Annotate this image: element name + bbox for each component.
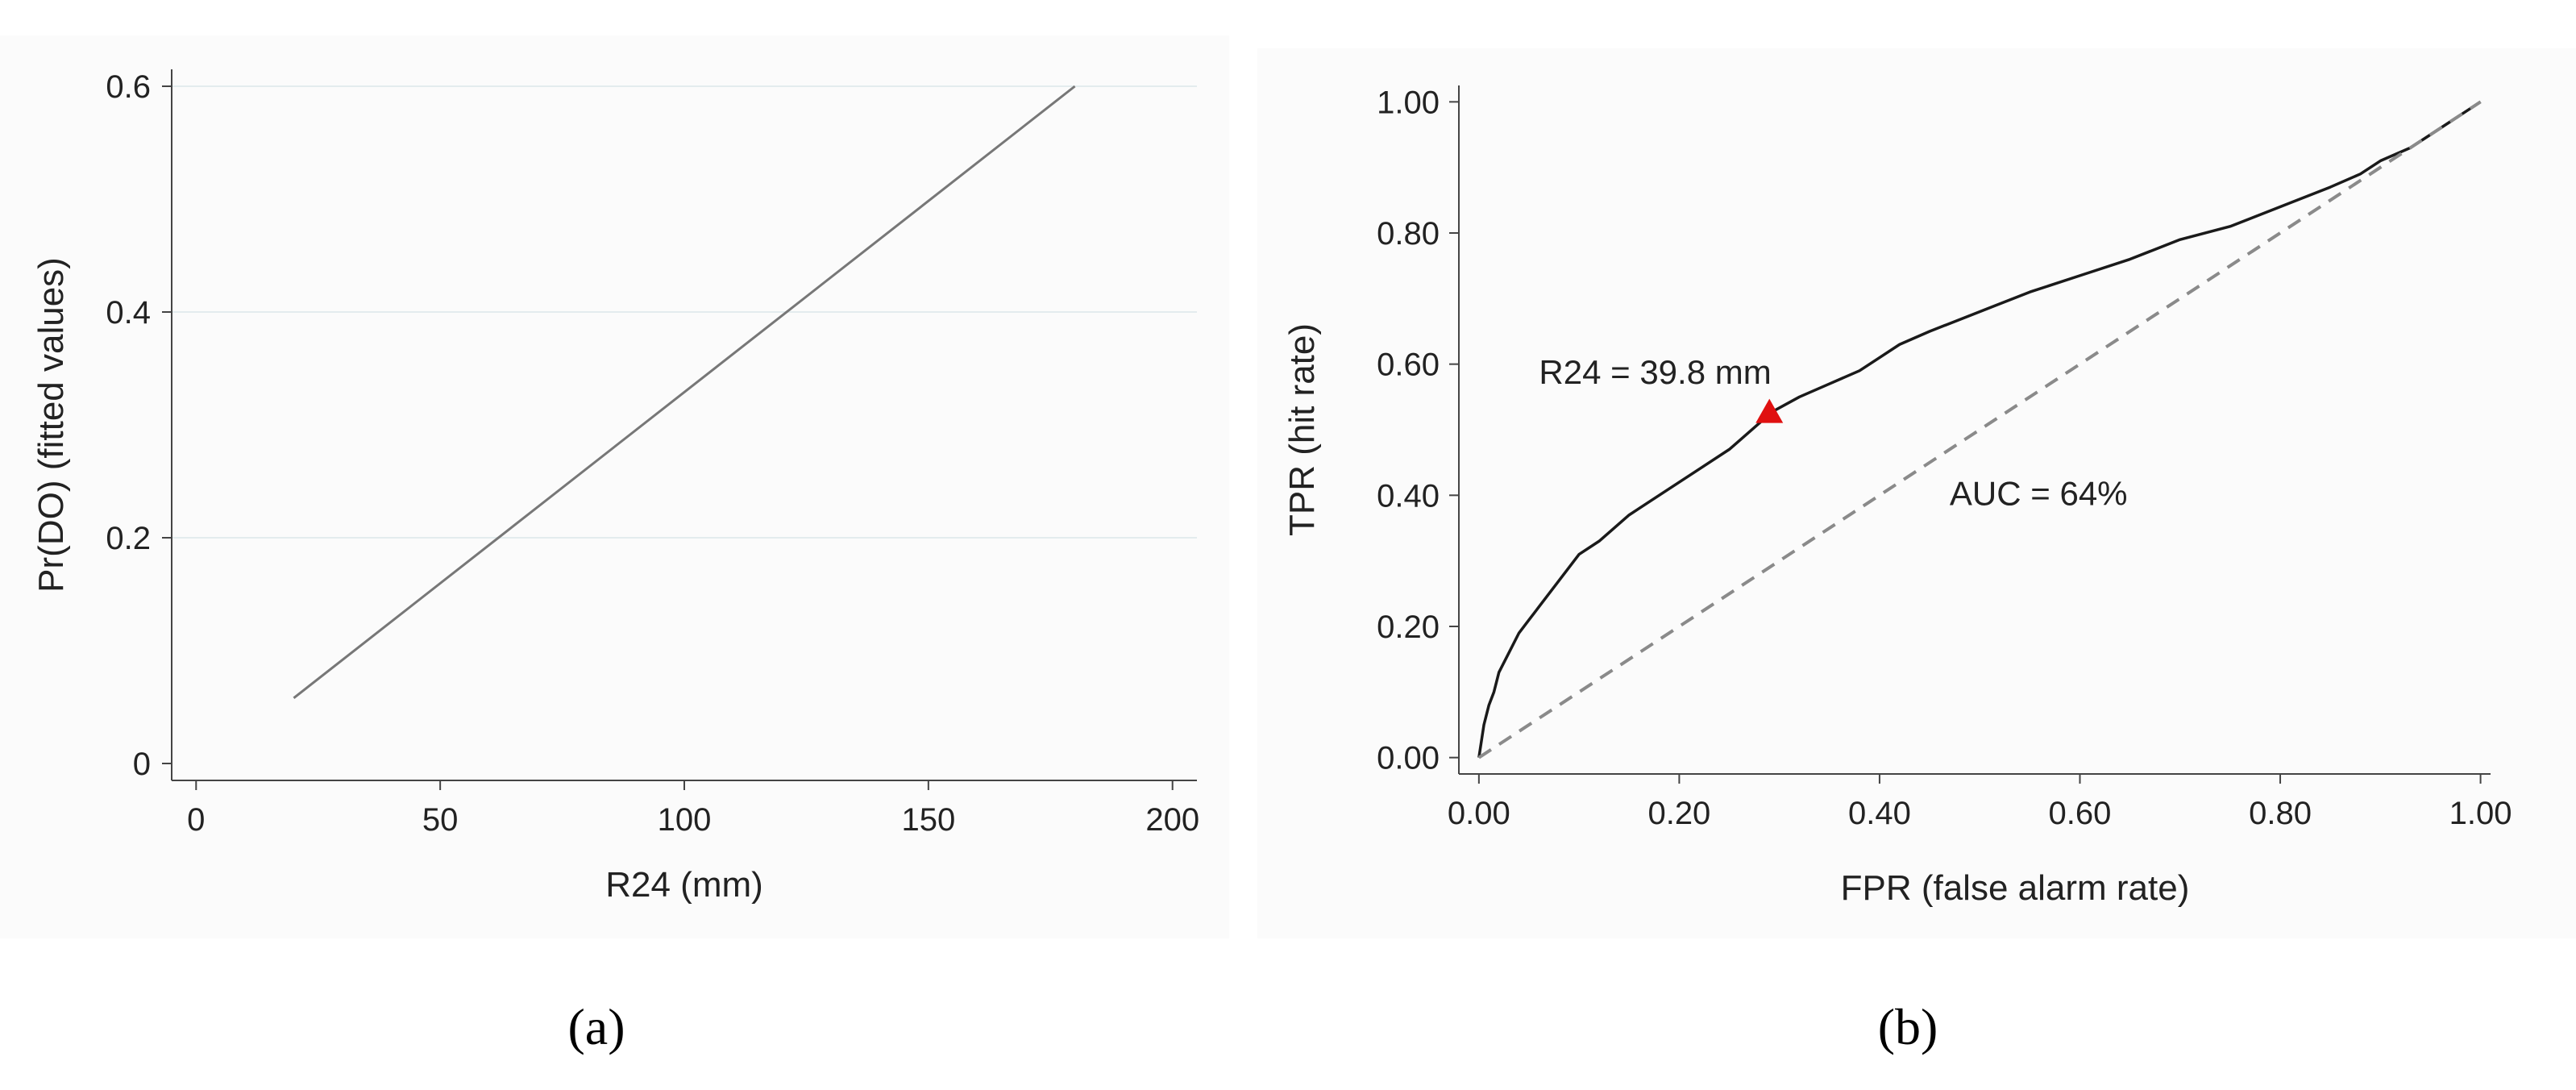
panel-a-x-tick-label: 0 bbox=[187, 802, 205, 838]
panel-b-x-tick-label: 0.40 bbox=[1848, 796, 1911, 831]
panel-b-x-tick-label: 0.60 bbox=[2049, 796, 2112, 831]
panel-a-fitted-line bbox=[293, 85, 1076, 699]
panel-a-y-tick-label: 0.2 bbox=[106, 521, 151, 556]
panel-b-y-tick-label: 0.80 bbox=[1377, 216, 1440, 252]
panel-b-annotations: R24 = 39.8 mm AUC = 64% bbox=[1539, 353, 2127, 512]
panel-a-caption: (a) bbox=[567, 998, 625, 1055]
panel-b-x-tick-label: 1.00 bbox=[2449, 796, 2512, 831]
panel-b-roc-curve bbox=[1477, 100, 2482, 758]
panel-b: 0.00 0.20 0.40 0.60 0.80 1.00 0.00 0.20 0.40 0.60… bbox=[1257, 48, 2576, 938]
panel-b-ticks: 0.00 0.20 0.40 0.60 0.80 1.00 0.00 0.20 0.40 0.60… bbox=[1377, 85, 2512, 831]
panel-b-x-axis-label: FPR (false alarm rate) bbox=[1841, 868, 2190, 908]
panel-b-background bbox=[1257, 48, 2576, 938]
panel-a: 0 0.2 0.4 0.6 0 50 100 150 200 R24 (mm) Pr(DO) (… bbox=[0, 35, 1229, 938]
panel-a-y-tick-label: 0 bbox=[133, 747, 151, 782]
panel-b-x-tick-label: 0.80 bbox=[2249, 796, 2312, 831]
panel-b-reference-diagonal bbox=[1477, 100, 2482, 759]
panel-b-annotation: R24 = 39.8 mm bbox=[1539, 353, 1771, 391]
panel-b-y-tick-label: 0.40 bbox=[1377, 478, 1440, 514]
panel-a-series bbox=[293, 85, 1076, 699]
panel-b-series bbox=[1477, 100, 2482, 759]
panel-a-y-tick-label: 0.4 bbox=[106, 295, 151, 331]
panel-a-y-tick-label: 0.6 bbox=[106, 69, 151, 105]
panel-b-y-tick-label: 0.00 bbox=[1377, 741, 1440, 776]
panel-a-x-tick-label: 200 bbox=[1145, 802, 1199, 838]
panel-b-y-tick-label: 0.20 bbox=[1377, 609, 1440, 645]
panel-b-caption: (b) bbox=[1878, 998, 1938, 1055]
panel-a-x-tick-label: 150 bbox=[901, 802, 955, 838]
panel-a-ticks: 0 0.2 0.4 0.6 0 50 100 150 200 bbox=[106, 69, 1199, 838]
panel-b-y-tick-label: 1.00 bbox=[1377, 85, 1440, 120]
panel-b-x-tick-label: 0.20 bbox=[1647, 796, 1710, 831]
panel-a-x-axis-label: R24 (mm) bbox=[605, 865, 763, 905]
panel-a-x-tick-label: 100 bbox=[658, 802, 712, 838]
panel-a-grid bbox=[172, 85, 1197, 539]
panel-b-annotation: AUC = 64% bbox=[1950, 475, 2128, 513]
panel-b-y-tick-label: 0.60 bbox=[1377, 347, 1440, 383]
panel-a-y-axis-label: Pr(DO) (fitted values) bbox=[31, 257, 71, 593]
panel-b-threshold-marker bbox=[1755, 398, 1784, 423]
panel-b-y-axis-label: TPR (hit rate) bbox=[1282, 323, 1322, 536]
panel-a-x-tick-label: 50 bbox=[422, 802, 459, 838]
panel-a-background bbox=[0, 35, 1229, 938]
panel-b-x-tick-label: 0.00 bbox=[1448, 796, 1510, 831]
